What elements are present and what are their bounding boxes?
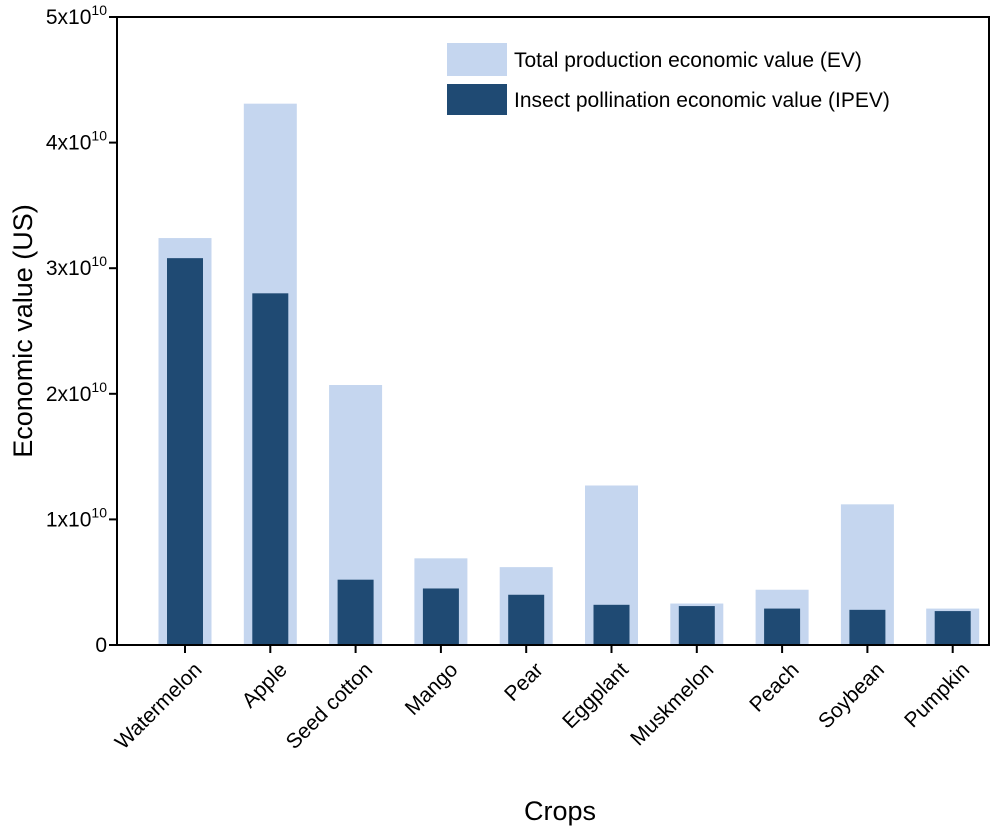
bar-ipev-seed-cotton [337,579,374,645]
bar-ipev-apple [252,293,289,645]
y-axis-title: Economic value (US) [8,204,38,458]
y-axis: 0 1x1010 2x1010 3x1010 4x1010 5x1010 [46,2,117,657]
bar-ipev-muskmelon [678,606,715,645]
y-tick-label: 1x1010 [46,504,107,531]
legend-label-ev: Total production economic value (EV) [514,49,862,72]
x-axis-title: Crops [524,796,596,826]
legend-swatch-ipev [447,84,507,115]
bar-ipev-pear [508,594,545,645]
bar-ipev-peach [764,608,801,645]
y-tick-label: 2x1010 [46,379,107,406]
bar-ipev-pumpkin [934,611,971,645]
legend-swatch-ev [447,43,507,76]
x-tick-label: Apple [238,658,292,712]
x-tick-label: Pumpkin [900,658,974,732]
y-tick-label: 5x1010 [46,2,107,29]
legend: Total production economic value (EV) Ins… [447,43,890,115]
y-tick-label: 4x1010 [46,128,107,155]
x-tick-label: Soybean [814,658,889,733]
x-tick-label: Pear [500,658,548,706]
x-tick-label: Watermelon [111,658,207,754]
plot-frame [116,16,990,646]
y-tick-label: 0 [95,634,107,657]
y-tick-label: 3x1010 [46,253,107,280]
x-tick-label: Seed cotton [282,658,378,754]
bar-ipev-watermelon [167,258,203,645]
bar-ipev-eggplant [593,604,630,645]
x-tick-label: Peach [745,658,803,716]
x-tick-label: Mango [401,658,463,720]
legend-label-ipev: Insect pollination economic value (IPEV) [514,89,890,112]
bar-ipev-soybean [849,609,886,645]
x-tick-label: Eggplant [558,658,633,733]
bar-ipev-mango [422,588,459,645]
x-tick-label: Muskmelon [626,658,718,750]
ipev-bars [167,258,971,645]
